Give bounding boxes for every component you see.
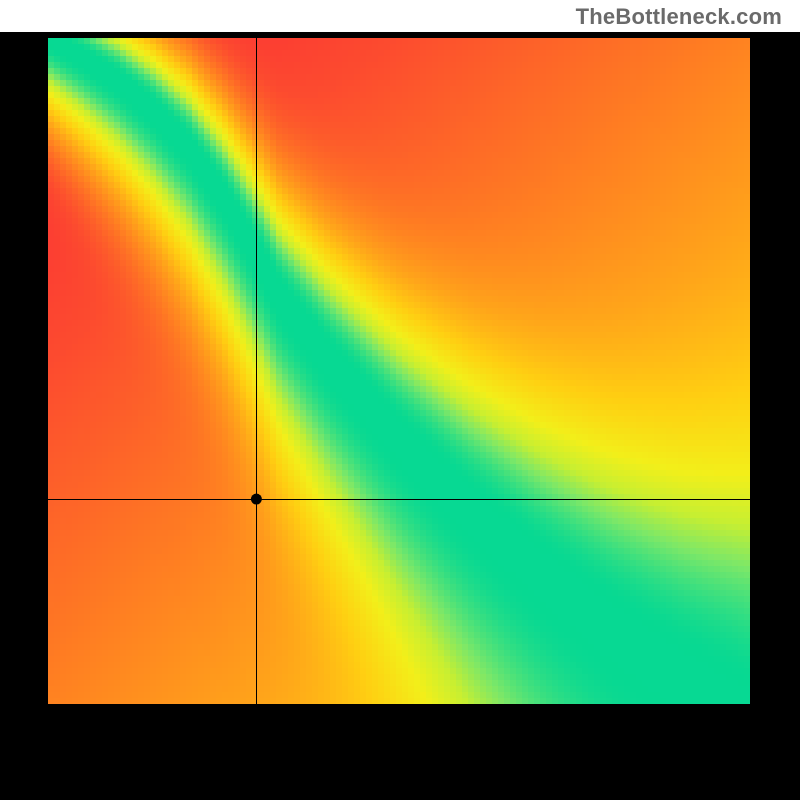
watermark-text: TheBottleneck.com [576, 4, 782, 30]
figure-container: TheBottleneck.com [0, 0, 800, 800]
heatmap-canvas [0, 32, 800, 800]
heatmap-plot [0, 32, 800, 800]
